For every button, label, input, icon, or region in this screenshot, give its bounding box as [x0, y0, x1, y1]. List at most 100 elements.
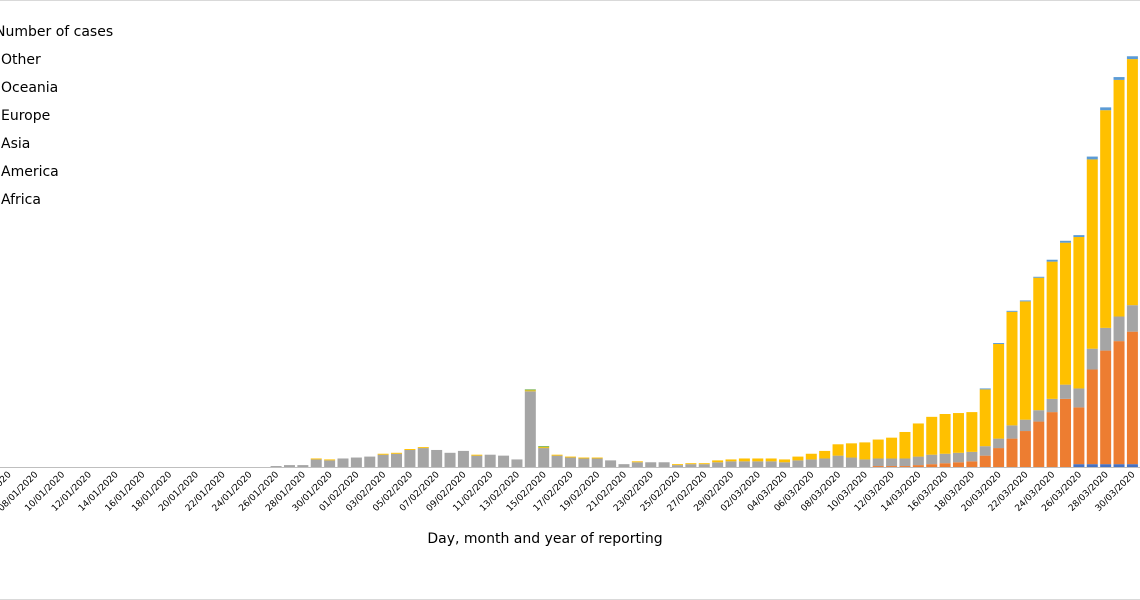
bar-asia-49 [658, 462, 670, 467]
bar-africa-84 [1126, 464, 1138, 467]
bar-asia-64 [859, 459, 871, 467]
bar-asia-31 [417, 448, 429, 467]
bar-europe-81 [1086, 159, 1098, 349]
bar-asia-82 [1100, 327, 1112, 351]
bar-asia-21 [283, 465, 295, 467]
bar-asia-37 [498, 455, 510, 467]
bar-europe-78 [1046, 261, 1058, 399]
bar-europe-59 [792, 456, 804, 461]
bar-america-70 [939, 463, 951, 467]
bar-africa-80 [1073, 464, 1085, 467]
bar-europe-64 [859, 442, 871, 460]
bar-europe-83 [1113, 79, 1125, 317]
bar-asia-72 [966, 451, 978, 462]
bar-america-73 [979, 455, 991, 467]
bar-europe-31 [417, 447, 429, 449]
bar-oceania-80 [1073, 235, 1085, 238]
bar-asia-71 [952, 452, 964, 463]
legend-item-other: Other [1, 52, 41, 68]
bar-europe-44 [591, 457, 603, 459]
bar-america-81 [1086, 369, 1098, 465]
bar-europe-61 [819, 450, 831, 459]
bar-europe-69 [926, 416, 938, 455]
bar-africa-82 [1100, 464, 1112, 467]
bar-asia-78 [1046, 398, 1058, 413]
bar-asia-48 [645, 462, 657, 467]
bar-europe-84 [1126, 59, 1138, 306]
bar-europe-66 [886, 437, 898, 459]
bar-asia-66 [886, 458, 898, 467]
bar-asia-74 [993, 438, 1005, 449]
bar-oceania-77 [1033, 276, 1045, 278]
legend-item-america: America [1, 164, 59, 180]
bar-europe-51 [685, 463, 697, 465]
bar-asia-24 [324, 460, 336, 468]
bar-asia-59 [792, 460, 804, 468]
bar-america-72 [966, 461, 978, 467]
bar-europe-30 [404, 449, 416, 450]
bar-oceania-82 [1100, 107, 1112, 111]
bar-asia-22 [297, 465, 309, 467]
bar-america-80 [1073, 407, 1085, 465]
bar-europe-65 [872, 439, 884, 459]
bar-asia-35 [471, 455, 483, 467]
bar-asia-38 [511, 459, 523, 467]
bar-asia-68 [912, 456, 924, 466]
x-axis-title: Day, month and year of reporting [427, 531, 663, 547]
bar-europe-73 [979, 389, 991, 447]
bar-oceania-84 [1126, 56, 1138, 60]
bar-asia-52 [698, 464, 710, 467]
bar-europe-41 [551, 454, 563, 456]
legend-item-asia: Asia [1, 136, 31, 152]
bar-asia-40 [538, 448, 550, 467]
bar-america-82 [1100, 350, 1112, 465]
bar-europe-56 [752, 458, 764, 462]
bar-asia-79 [1060, 384, 1072, 399]
bar-europe-67 [899, 431, 911, 459]
bar-asia-27 [364, 456, 376, 467]
bar-america-71 [952, 462, 964, 467]
bar-oceania-83 [1113, 77, 1125, 80]
bar-asia-50 [672, 465, 683, 467]
bar-europe-77 [1033, 277, 1045, 411]
bar-other-40 [538, 446, 550, 448]
bar-africa-81 [1086, 464, 1098, 467]
bar-europe-47 [631, 461, 643, 463]
bar-america-83 [1113, 341, 1125, 465]
bar-america-69 [926, 464, 938, 467]
bar-europe-53 [712, 460, 724, 463]
bar-europe-55 [738, 458, 750, 462]
bar-asia-53 [712, 462, 724, 467]
bar-europe-74 [993, 343, 1005, 439]
bar-america-74 [993, 448, 1005, 467]
bar-asia-73 [979, 446, 991, 456]
legend-item-africa: Africa [1, 192, 41, 208]
bar-asia-20 [270, 466, 282, 467]
bar-asia-46 [618, 464, 630, 467]
bar-asia-80 [1073, 388, 1085, 408]
bar-oceania-81 [1086, 156, 1098, 160]
bar-america-67 [899, 466, 911, 467]
bar-europe-42 [564, 456, 576, 458]
bar-asia-51 [685, 464, 697, 467]
bar-america-75 [1006, 438, 1018, 467]
bar-asia-43 [578, 458, 590, 467]
bar-asia-34 [457, 450, 469, 467]
bar-europe-80 [1073, 237, 1085, 389]
bar-asia-69 [926, 454, 938, 465]
bar-asia-29 [391, 453, 403, 467]
bar-europe-23 [310, 458, 322, 460]
bar-asia-62 [832, 455, 844, 467]
bar-asia-44 [591, 458, 603, 467]
bar-america-68 [912, 465, 924, 467]
bar-asia-70 [939, 453, 951, 464]
bar-other-39 [524, 389, 536, 391]
bar-oceania-75 [1006, 310, 1018, 312]
bar-africa-83 [1113, 464, 1125, 467]
bar-europe-35 [471, 454, 483, 456]
bar-asia-28 [377, 454, 389, 467]
bar-europe-70 [939, 414, 951, 454]
legend-item-europe: Europe [1, 108, 51, 124]
bar-asia-61 [819, 458, 831, 467]
bar-europe-39 [524, 390, 536, 392]
